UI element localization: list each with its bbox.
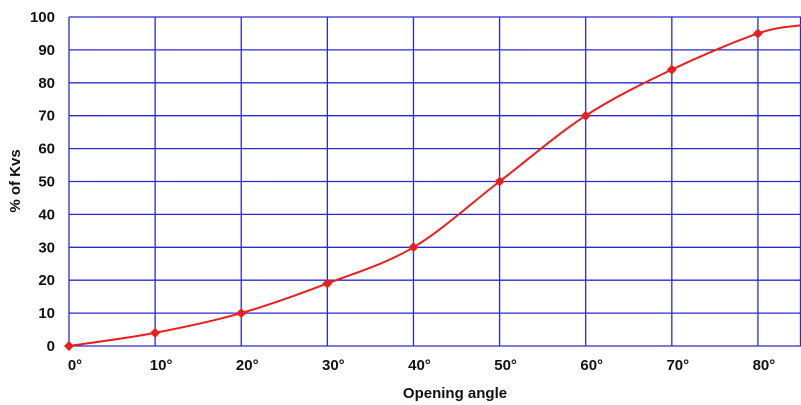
y-tick-label: 70 xyxy=(38,108,55,125)
y-tick-label: 0 xyxy=(47,338,55,355)
y-tick-label: 100 xyxy=(30,9,55,26)
y-tick-label: 10 xyxy=(38,305,55,322)
x-tick-label: 30° xyxy=(322,357,345,374)
y-tick-label: 20 xyxy=(38,272,55,289)
series-line xyxy=(68,24,801,347)
grid xyxy=(68,16,801,347)
data-point-marker xyxy=(64,341,74,351)
data-point-marker xyxy=(408,242,419,253)
x-tick-label: 10° xyxy=(150,357,173,374)
y-tick-label: 60 xyxy=(38,141,55,158)
data-point-marker xyxy=(236,308,247,319)
data-point-marker xyxy=(752,28,763,39)
y-axis-title: % of Kvs xyxy=(7,149,24,212)
data-point-marker xyxy=(322,278,333,289)
data-markers xyxy=(64,28,763,351)
y-axis-ticks: 0 10 20 30 40 50 60 70 80 90 100 xyxy=(30,9,55,355)
y-tick-label: 90 xyxy=(38,42,55,59)
y-tick-label: 30 xyxy=(38,239,55,256)
data-point-marker xyxy=(150,327,161,338)
x-tick-label: 20° xyxy=(236,357,259,374)
x-axis-ticks: 0° 10° 20° 30° 40° 50° 60° 70° 80° xyxy=(68,357,775,374)
x-axis-title: Opening angle xyxy=(403,385,507,402)
x-tick-label: 80° xyxy=(753,357,776,374)
y-tick-label: 40 xyxy=(38,206,55,223)
x-tick-label: 60° xyxy=(580,357,603,374)
data-point-marker xyxy=(666,64,677,75)
data-point-marker xyxy=(494,176,505,187)
x-tick-label: 70° xyxy=(666,357,689,374)
y-tick-label: 80 xyxy=(38,75,55,92)
data-point-marker xyxy=(580,110,591,121)
x-tick-label: 40° xyxy=(408,357,431,374)
x-tick-label: 50° xyxy=(494,357,517,374)
y-tick-label: 50 xyxy=(38,174,55,191)
x-tick-label: 0° xyxy=(68,357,82,374)
